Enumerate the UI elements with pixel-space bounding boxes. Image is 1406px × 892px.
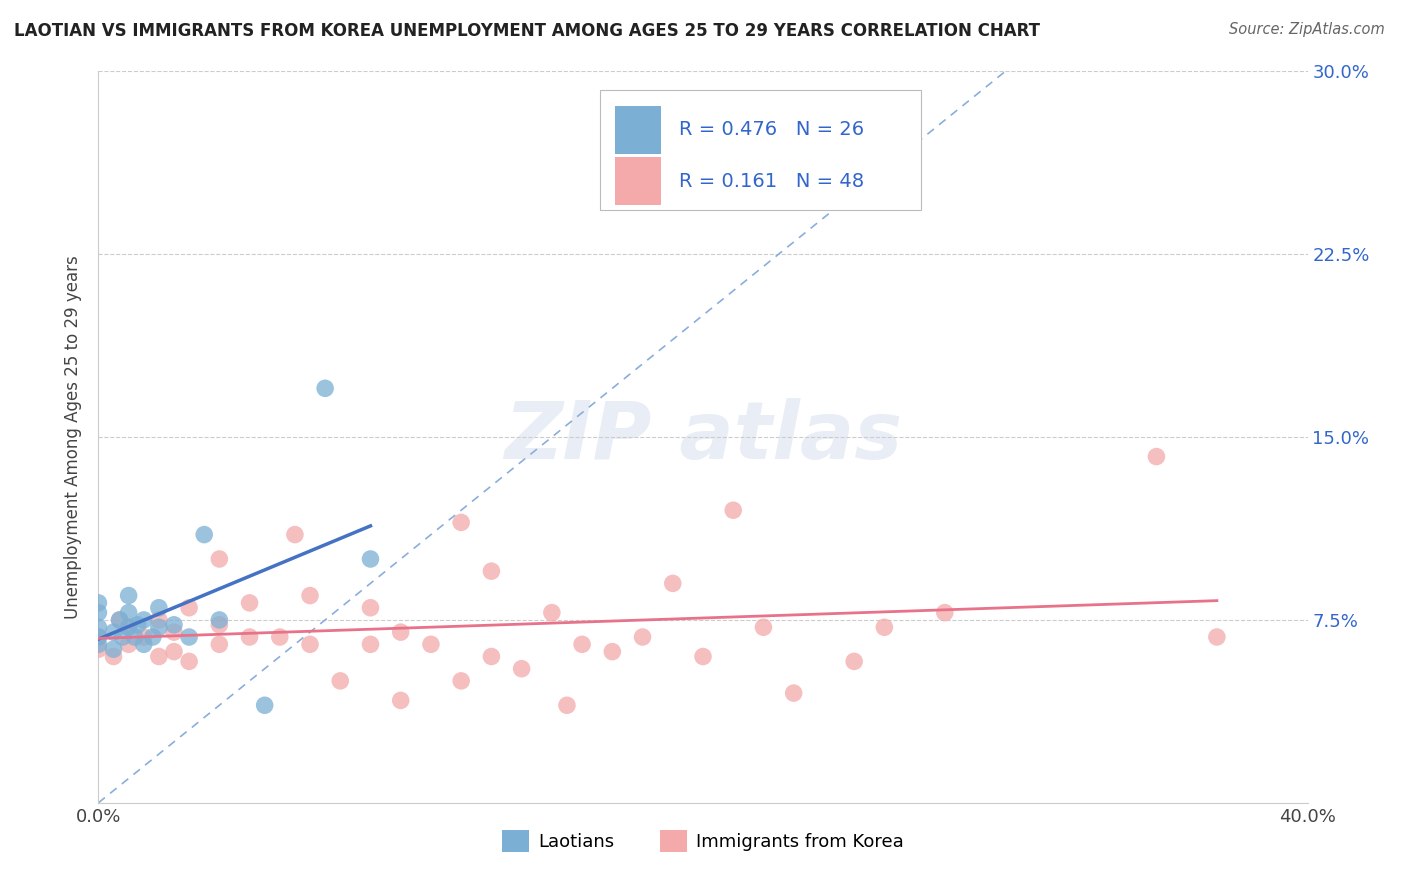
Point <box>118 620 141 634</box>
Point <box>555 698 578 713</box>
Point <box>179 630 201 644</box>
Point <box>118 620 141 634</box>
Text: Source: ZipAtlas.com: Source: ZipAtlas.com <box>1229 22 1385 37</box>
Point <box>87 642 110 657</box>
Point <box>481 649 503 664</box>
Point <box>284 527 307 541</box>
Point <box>103 642 125 657</box>
Point <box>148 620 170 634</box>
Text: R = 0.161   N = 48: R = 0.161 N = 48 <box>679 171 863 191</box>
Point <box>87 596 110 610</box>
Point <box>179 654 201 668</box>
Point <box>103 625 125 640</box>
Point <box>208 617 231 632</box>
Point <box>314 381 336 395</box>
Point <box>127 617 149 632</box>
Point <box>752 620 775 634</box>
Point <box>692 649 714 664</box>
Point <box>132 613 155 627</box>
FancyBboxPatch shape <box>600 90 921 211</box>
Point <box>132 637 155 651</box>
Point <box>148 613 170 627</box>
Point <box>481 564 503 578</box>
Point <box>389 625 412 640</box>
Point <box>148 600 170 615</box>
Point <box>163 645 186 659</box>
Point <box>87 620 110 634</box>
Point <box>132 630 155 644</box>
Point <box>208 637 231 651</box>
Point <box>1206 630 1229 644</box>
Point <box>360 552 382 566</box>
Point <box>108 613 131 627</box>
Point <box>389 693 412 707</box>
Bar <box>614 157 661 205</box>
Point <box>118 606 141 620</box>
Point <box>299 589 322 603</box>
Point <box>142 630 165 644</box>
Text: LAOTIAN VS IMMIGRANTS FROM KOREA UNEMPLOYMENT AMONG AGES 25 TO 29 YEARS CORRELAT: LAOTIAN VS IMMIGRANTS FROM KOREA UNEMPLO… <box>14 22 1040 40</box>
Point <box>540 606 562 620</box>
Point <box>571 637 593 651</box>
Point <box>844 654 866 668</box>
Point <box>148 649 170 664</box>
Point <box>510 662 533 676</box>
Point <box>118 637 141 651</box>
Point <box>239 630 262 644</box>
Point <box>723 503 745 517</box>
Point <box>118 589 141 603</box>
Point <box>450 516 472 530</box>
Point <box>87 630 110 644</box>
Point <box>450 673 472 688</box>
Point <box>783 686 806 700</box>
Point <box>124 630 146 644</box>
Point <box>602 645 624 659</box>
Point <box>208 552 231 566</box>
Point <box>253 698 276 713</box>
Point <box>193 527 215 541</box>
Point <box>87 630 110 644</box>
Point <box>934 606 956 620</box>
Point <box>1144 450 1167 464</box>
Point <box>111 630 134 644</box>
Point <box>179 600 201 615</box>
Point <box>87 606 110 620</box>
Text: ZIP atlas: ZIP atlas <box>503 398 903 476</box>
Point <box>208 613 231 627</box>
Point <box>873 620 896 634</box>
Point <box>360 600 382 615</box>
Legend: Laotians, Immigrants from Korea: Laotians, Immigrants from Korea <box>495 823 911 860</box>
Point <box>239 596 262 610</box>
Point <box>108 613 131 627</box>
Point <box>299 637 322 651</box>
Text: R = 0.476   N = 26: R = 0.476 N = 26 <box>679 120 863 139</box>
Bar <box>614 106 661 153</box>
Point <box>661 576 683 591</box>
Point <box>103 649 125 664</box>
Point <box>631 630 654 644</box>
Y-axis label: Unemployment Among Ages 25 to 29 years: Unemployment Among Ages 25 to 29 years <box>65 255 83 619</box>
Point <box>269 630 291 644</box>
Point <box>163 625 186 640</box>
Point <box>329 673 352 688</box>
Point <box>360 637 382 651</box>
Point <box>420 637 443 651</box>
Point <box>87 637 110 651</box>
Point <box>163 617 186 632</box>
